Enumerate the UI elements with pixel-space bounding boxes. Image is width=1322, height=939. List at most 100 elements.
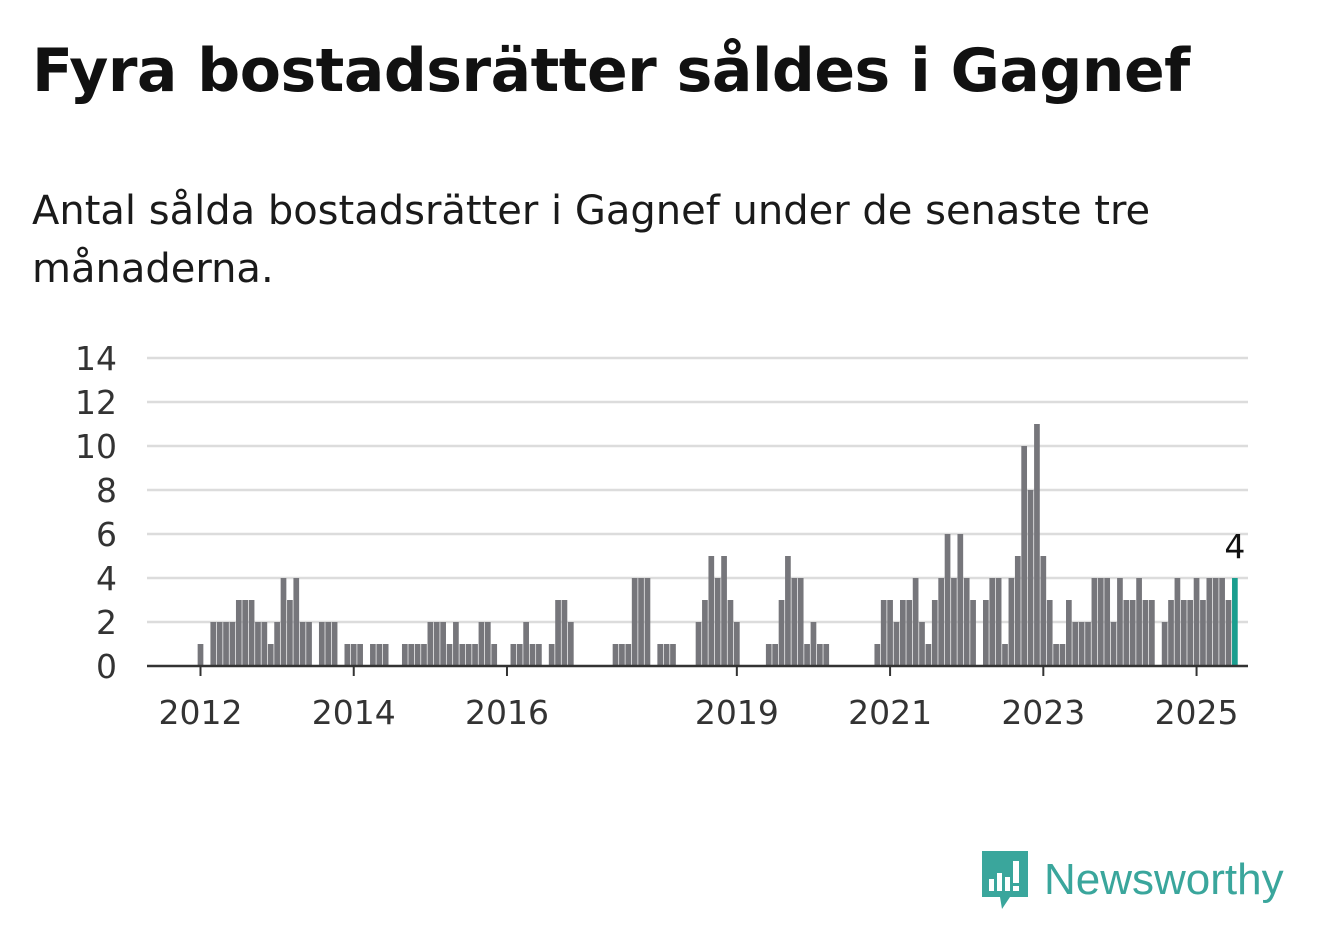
bar [274, 622, 280, 666]
brand-name: Newsworthy [1044, 855, 1284, 904]
x-tick-label: 2012 [159, 693, 243, 732]
y-tick-label: 0 [96, 647, 117, 686]
bar [995, 578, 1002, 666]
x-tick-label: 2014 [312, 693, 396, 732]
bar [670, 644, 676, 666]
bar [1059, 644, 1066, 666]
bar [1097, 578, 1104, 666]
bar [708, 556, 715, 666]
annotations: 4 [1224, 527, 1245, 566]
bar [983, 600, 989, 666]
bar [287, 600, 293, 666]
bar [1206, 578, 1213, 666]
bar [785, 556, 791, 666]
x-tick-label: 2019 [695, 693, 779, 732]
bar [1110, 622, 1117, 666]
bar [714, 578, 721, 666]
bar [797, 578, 804, 666]
bar [727, 600, 734, 666]
bar [1200, 600, 1206, 666]
bar [631, 578, 638, 666]
bar [1002, 644, 1008, 666]
grid-lines [147, 356, 1248, 624]
y-tick-label: 10 [75, 427, 117, 466]
bar [1014, 556, 1021, 666]
bar [772, 644, 778, 666]
bar [887, 600, 893, 666]
bar [1078, 622, 1085, 666]
y-tick-label: 8 [96, 471, 117, 510]
bar [951, 578, 957, 666]
x-axis: 2012 2014 2016 2019 2021 2023 2025 [147, 664, 1248, 732]
bar [376, 644, 383, 666]
bar [1225, 600, 1232, 666]
bar [1168, 600, 1174, 666]
bar [433, 622, 440, 666]
bar [721, 556, 727, 666]
bar [663, 644, 670, 666]
bar-chart: 0 2 4 6 8 10 12 14 2012 2014 2016 2019 2021 2023 2025… [75, 339, 1248, 732]
bar [370, 644, 376, 666]
bar [242, 600, 249, 666]
bar [791, 578, 798, 666]
bar [255, 622, 261, 666]
bar [427, 622, 434, 666]
bar [893, 622, 900, 666]
bar [210, 622, 217, 666]
bar [491, 644, 498, 666]
bar [235, 600, 242, 666]
bar [453, 622, 459, 666]
bar [765, 644, 772, 666]
bar [880, 600, 887, 666]
bar [306, 622, 312, 666]
bar [555, 600, 561, 666]
bar [516, 644, 523, 666]
newsworthy-logo: Newsworthy [980, 848, 1284, 912]
bar [657, 644, 664, 666]
y-tick-label: 2 [96, 603, 117, 642]
bar [925, 644, 932, 666]
bar [733, 622, 740, 666]
bar [1072, 622, 1079, 666]
bar [702, 600, 708, 666]
bar [318, 622, 325, 666]
bar [1066, 600, 1072, 666]
bar [919, 622, 925, 666]
bar [325, 622, 332, 666]
bar [446, 644, 453, 666]
bar [344, 644, 351, 666]
bars [197, 424, 1238, 666]
bar [382, 644, 389, 666]
bar [1142, 600, 1149, 666]
bar [1046, 600, 1053, 666]
bar [216, 622, 223, 666]
x-tick-label: 2021 [848, 693, 932, 732]
bar [938, 578, 945, 666]
bar [248, 600, 255, 666]
bar [1212, 578, 1219, 666]
bar [619, 644, 625, 666]
y-tick-label: 14 [75, 339, 117, 378]
bar [414, 644, 421, 666]
bar [293, 578, 300, 666]
bar [989, 578, 996, 666]
y-tick-label: 4 [96, 559, 117, 598]
bar [874, 644, 881, 666]
bar [1027, 490, 1034, 666]
bar [963, 578, 970, 666]
bar [421, 644, 427, 666]
bar [472, 644, 478, 666]
bar [1123, 600, 1130, 666]
bar [944, 534, 951, 666]
x-tick-label: 2016 [465, 693, 549, 732]
bar [229, 622, 236, 666]
bar [1091, 578, 1098, 666]
bar [1104, 578, 1111, 666]
bar [1193, 578, 1200, 666]
bar [440, 622, 446, 666]
bar [1034, 424, 1040, 666]
bar [510, 644, 517, 666]
y-tick-label: 6 [96, 515, 117, 554]
bar [817, 644, 823, 666]
chart-title: Fyra bostadsrätter såldes i Gagnef [32, 36, 1190, 106]
